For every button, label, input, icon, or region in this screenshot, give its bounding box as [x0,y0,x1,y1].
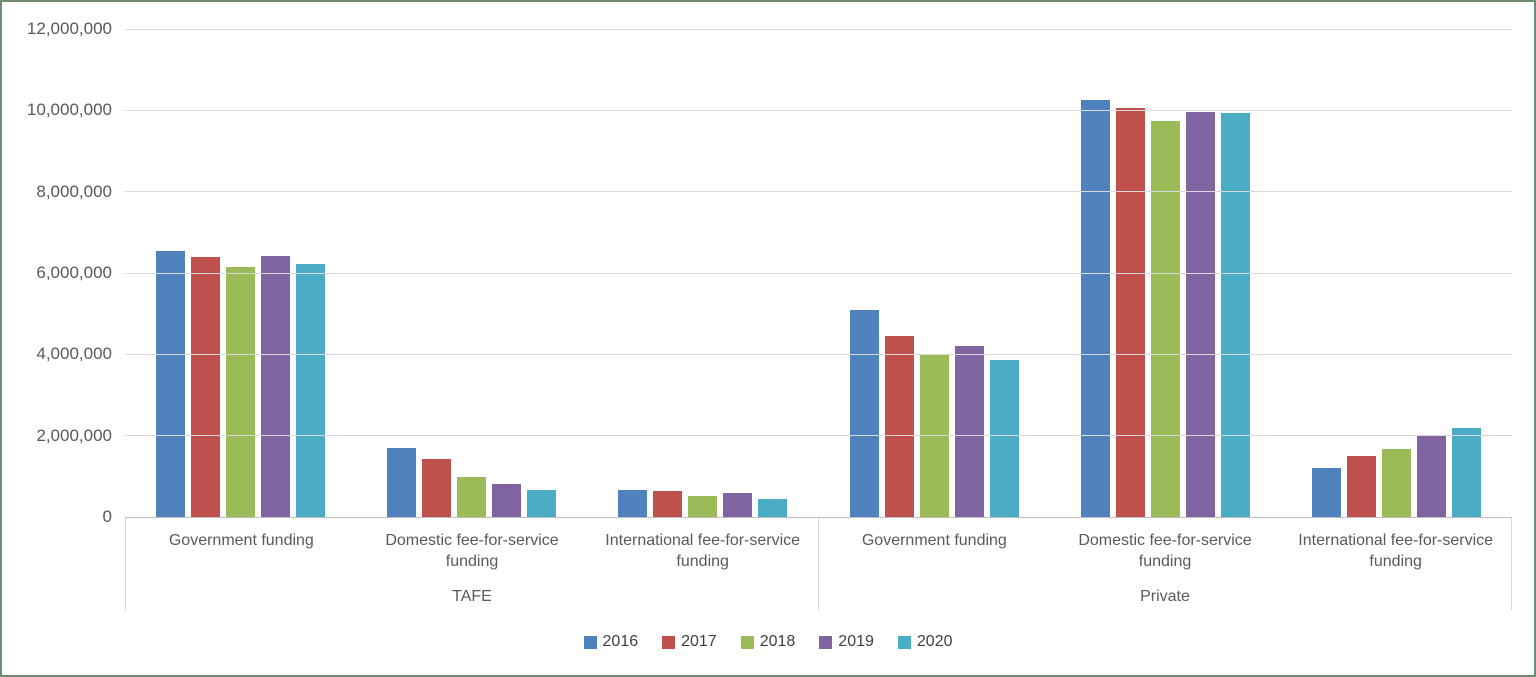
bar-group [1050,29,1281,517]
category-label-row: Government funding Domestic fee-for-servi… [126,518,818,573]
y-tick-label: 0 [102,507,112,526]
bar-group [1281,29,1512,517]
bar-2020 [1220,113,1250,517]
legend-label: 2019 [838,633,874,650]
legend-item-2019: 2019 [819,633,874,651]
bar-2018 [226,266,256,517]
bar-2020 [527,490,557,517]
gridline [125,109,1512,111]
bar-2016 [387,447,417,517]
bar-2016 [1311,468,1341,517]
bar-2019 [492,484,522,517]
gridline [125,353,1512,355]
bar-2017 [653,490,683,517]
gridline [125,272,1512,274]
category-label: Domestic fee-for-service funding [385,532,559,570]
bar-group [356,29,587,517]
legend-label: 2018 [759,633,796,650]
category-label: Government funding [168,532,314,549]
bar-2020 [1451,428,1481,517]
legend-label: 2016 [602,633,639,650]
y-tick-label: 12,000,000 [26,19,112,38]
y-tick-label: 8,000,000 [36,181,112,201]
bar-group [125,29,356,517]
bar-2016 [1080,100,1110,517]
bar-2018 [688,495,718,517]
bar-2019 [1416,435,1446,517]
y-tick-label: 4,000,000 [36,344,112,364]
bar-section-tafe [125,29,819,517]
x-axis: Government funding Domestic fee-for-servi… [125,518,1512,610]
bar-2019 [261,256,291,517]
bar-group [587,29,818,517]
bar-2020 [758,499,788,517]
legend-label: 2020 [916,633,953,650]
bar-section-private [819,29,1513,517]
legend: 2016 2017 2018 2019 2020 [2,633,1534,651]
bar-2017 [884,336,914,517]
legend-swatch-icon [897,635,911,649]
y-tick-label: 2,000,000 [36,425,112,445]
group-label-private: Private [1140,588,1190,605]
legend-item-2017: 2017 [662,633,717,651]
legend-swatch-icon [740,635,754,649]
gridline [125,435,1512,437]
y-tick-label: 6,000,000 [36,263,112,282]
bar-2016 [156,250,186,517]
gridline [125,191,1512,193]
legend-item-2016: 2016 [583,633,639,651]
category-label-row: Government funding Domestic fee-for-servi… [819,518,1511,573]
legend-label: 2017 [681,633,717,650]
y-tick-label: 10,000,000 [26,100,112,120]
bar-2019 [723,492,753,517]
bars-layer [125,29,1512,517]
legend-swatch-icon [662,635,676,649]
legend-swatch-icon [819,635,833,649]
bar-group [819,29,1050,517]
category-label: International fee-for-service funding [1298,532,1494,570]
bar-2016 [849,310,879,517]
bar-2017 [1346,456,1376,517]
group-label-tafe: TAFE [452,588,492,605]
bar-2017 [1115,107,1145,517]
bar-2018 [1381,449,1411,517]
category-label: Domestic fee-for-service funding [1078,532,1252,570]
y-axis: 12,000,000 10,000,000 8,000,000 6,000,000 4,… [2,19,112,526]
bar-2020 [296,264,326,517]
bar-2017 [191,257,221,517]
bar-2018 [1150,121,1180,517]
bar-2019 [954,345,984,517]
legend-swatch-icon [583,635,597,649]
gridline [125,28,1512,30]
bar-2018 [457,476,487,517]
bar-2016 [618,489,648,517]
bar-2019 [1185,111,1215,517]
category-label: International fee-for-service funding [605,532,801,570]
category-label: Government funding [861,532,1007,549]
plot-area [125,28,1512,518]
legend-item-2018: 2018 [740,633,796,651]
legend-item-2020: 2020 [897,633,953,651]
bar-2017 [422,459,452,517]
x-section-private: Government funding Domestic fee-for-servi… [818,518,1512,610]
bar-2020 [989,359,1019,517]
x-section-tafe: Government funding Domestic fee-for-servi… [125,518,818,610]
